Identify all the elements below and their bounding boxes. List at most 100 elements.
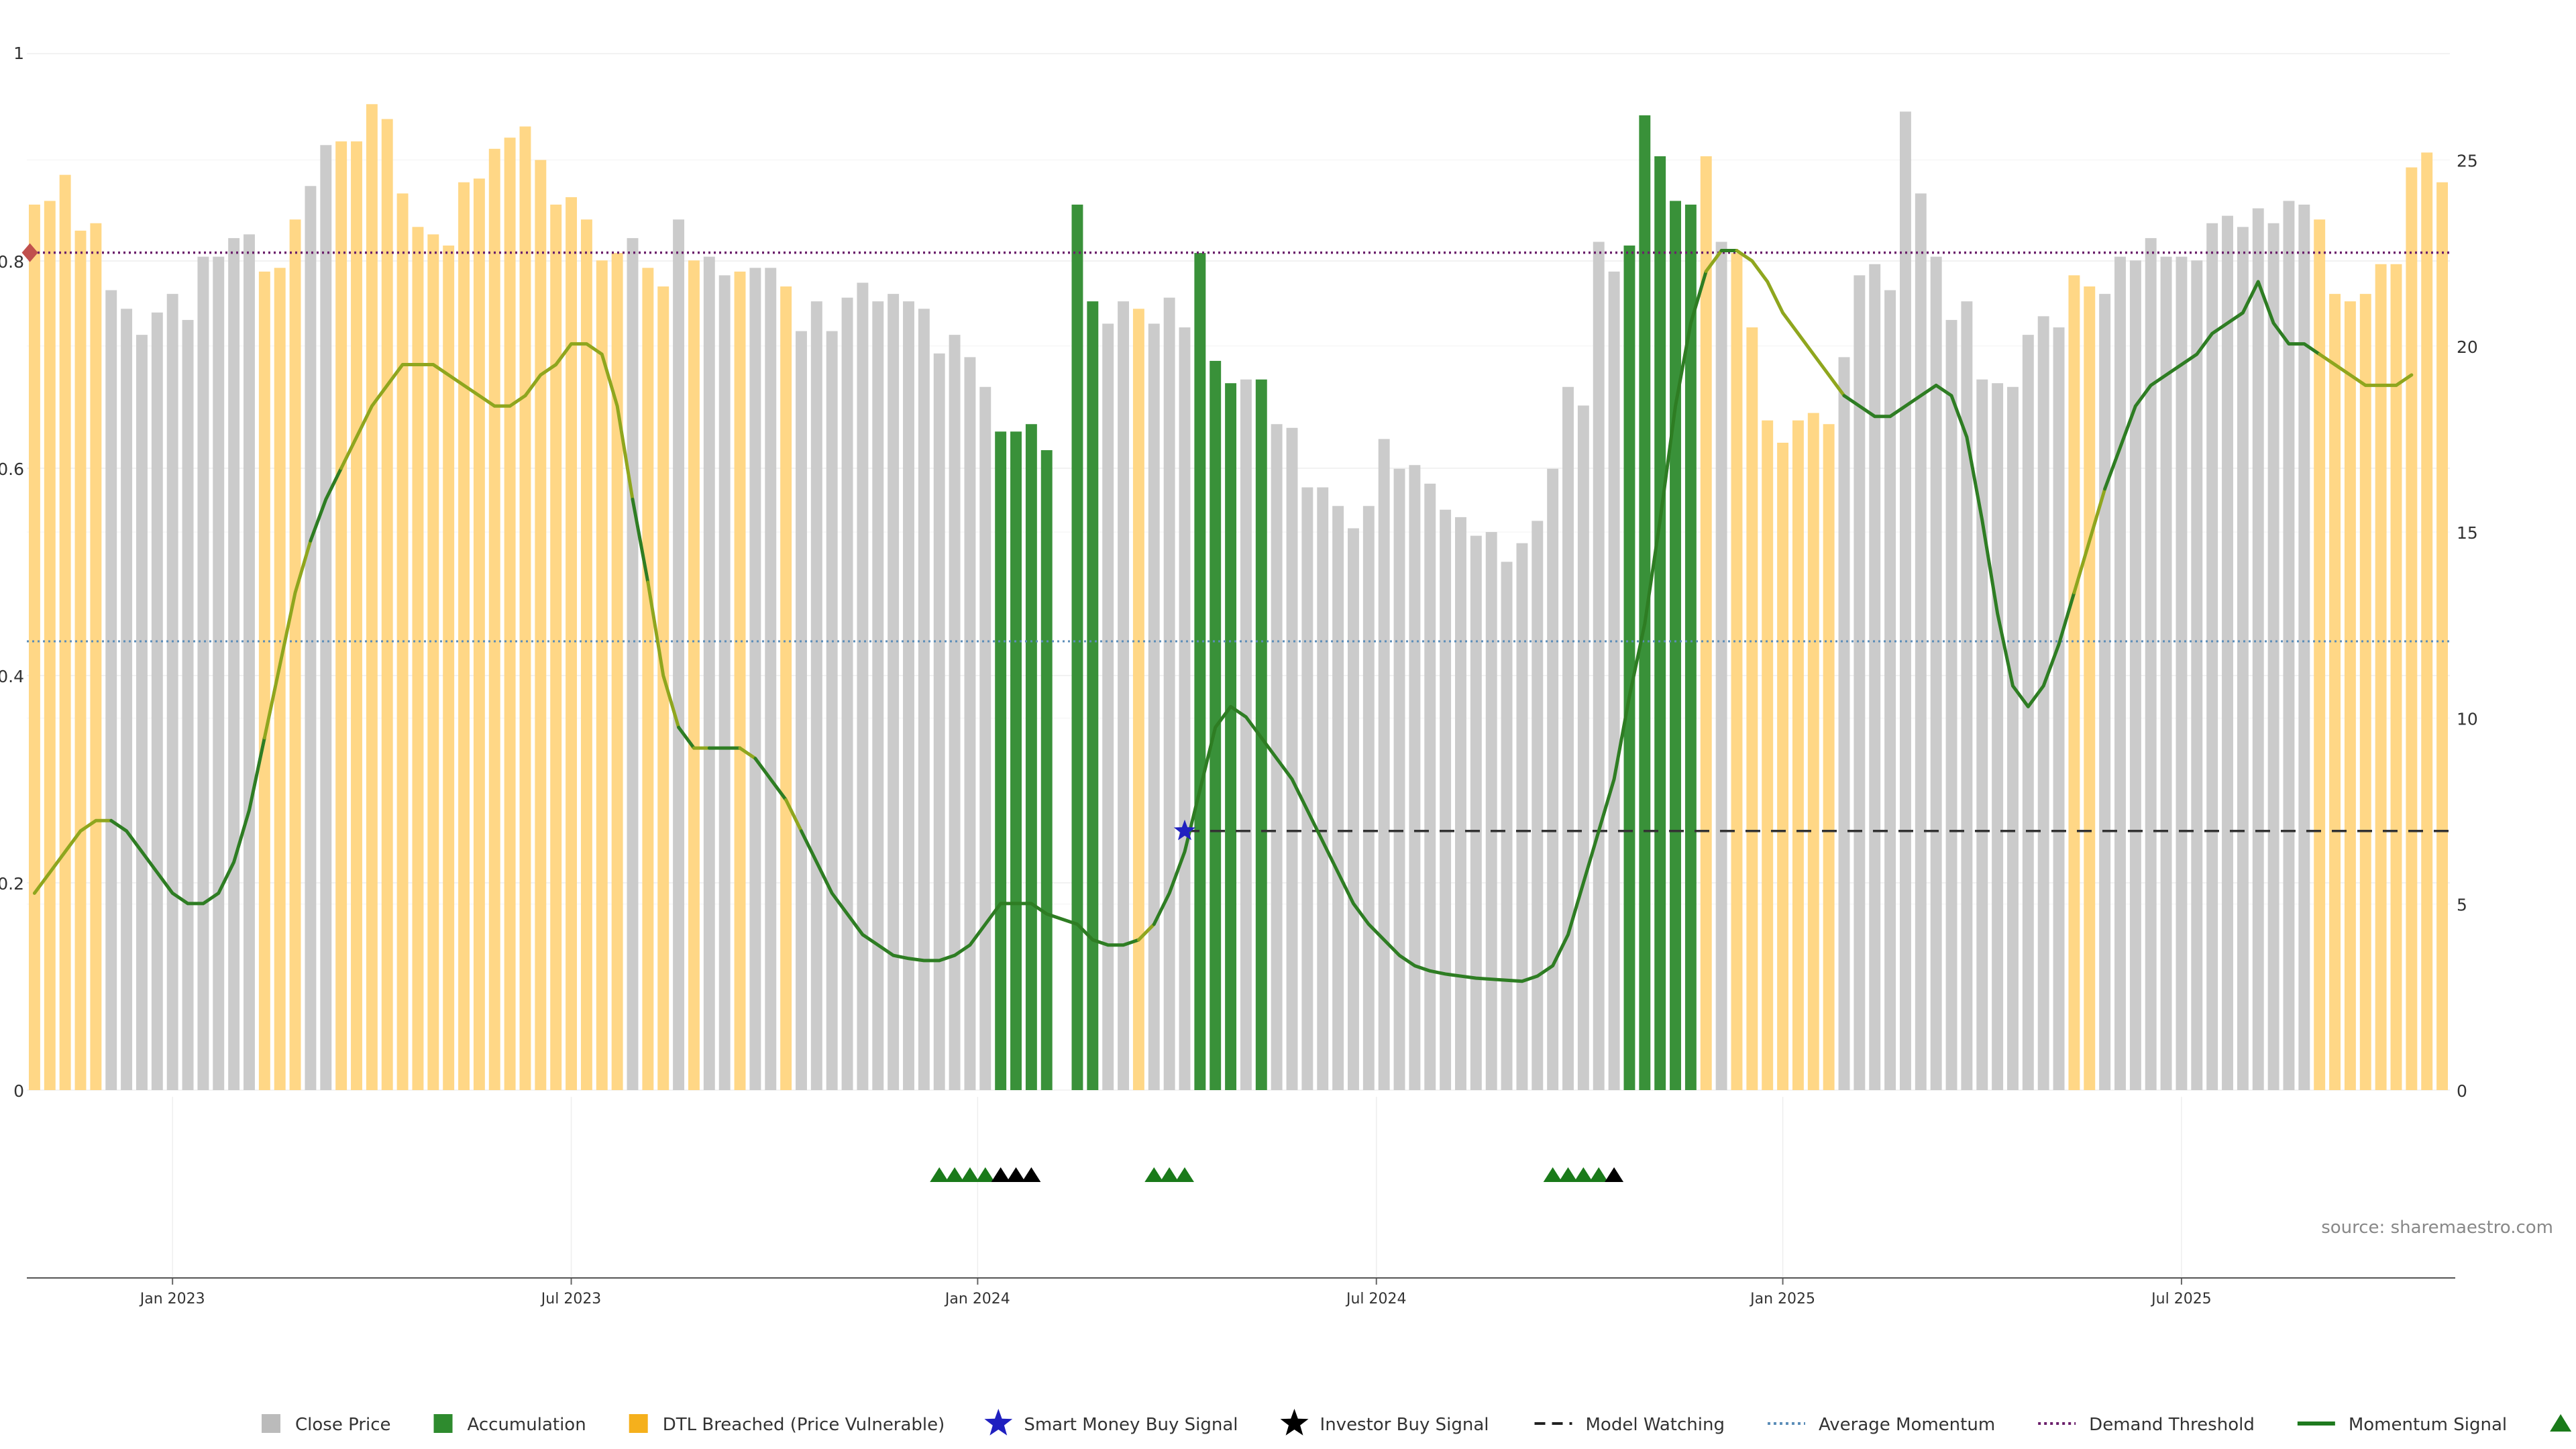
dtl-breached-bar [1731,253,1743,1090]
legend-label: Investor Buy Signal [1320,1415,1489,1435]
dtl-breached-bar [2359,294,2371,1091]
legend-label: DTL Breached (Price Vulnerable) [663,1415,945,1435]
dtl-breached-bar [335,141,347,1090]
close-price-bar [1838,357,1850,1090]
momentum-signal-line [677,725,696,750]
close-price-bar [964,357,976,1090]
close-price-bar [1945,319,1957,1090]
close-price-bar [1424,483,1436,1090]
dtl-breached-bar [688,260,700,1090]
momentum-signal-line [1842,383,2076,708]
legend-dtl-breached: DTL Breached (Price Vulnerable) [629,1414,945,1435]
close-price-bar [857,282,869,1090]
momentum-signal-line [1136,922,1156,942]
dtl-breached-bar [488,148,500,1090]
close-price-bar [888,294,900,1091]
legend-label: Demand Threshold [2089,1415,2255,1435]
momentum-signal-line [2318,352,2414,387]
investor-buy-triangle-marker [1022,1167,1041,1182]
close-price-bar [749,268,761,1090]
legend-label: Momentum Signal [2349,1415,2507,1435]
close-price-bar [2037,316,2049,1091]
dtl-breached-bar [2436,182,2449,1090]
legend-swatch [2550,1414,2572,1432]
legend-investor-buy: Investor Buy Signal [1280,1409,1489,1436]
accumulation-bar [995,431,1007,1090]
accumulation-triangle-marker [1144,1167,1164,1182]
accumulation-triangle-marker [960,1167,979,1182]
dtl-breached-bar [2421,152,2433,1090]
dtl-breached-bar [596,260,608,1090]
dtl-breached-bar [1132,309,1144,1090]
dtl-breached-bar [2344,301,2356,1090]
accumulation-bar [1225,383,1237,1090]
close-price-bar [1608,271,1620,1091]
close-price-bar [2298,205,2310,1091]
date-tick-label: Jul 2024 [1345,1291,1407,1307]
close-price-bar [718,275,731,1090]
close-price-bar [1976,379,1988,1090]
close-price-bar [2114,256,2126,1091]
left-tick-label: 0.8 [0,252,24,272]
right-tick-label: 0 [2457,1081,2467,1101]
dtl-breached-bar [1700,156,1712,1091]
dtl-breached-bar [2314,219,2326,1090]
date-tick-label: Jan 2025 [1749,1291,1815,1307]
momentum-signal-line [2072,487,2107,594]
accumulation-triangle-marker [975,1167,995,1182]
source-label: source: sharemaestro.com [2321,1218,2553,1238]
legend-label: Smart Money Buy Signal [1024,1415,1238,1435]
left-tick-label: 0.4 [0,667,24,686]
accumulation-triangle-marker [1558,1167,1578,1182]
close-price-bar [2160,256,2172,1091]
accumulation-bar [1255,379,1267,1090]
close-price-bar [1470,535,1482,1090]
accumulation-bar [1025,424,1037,1090]
close-price-bar [1301,487,1313,1090]
right-tick-label: 25 [2457,151,2478,170]
accumulation-bar [1040,450,1053,1090]
dtl-breached-bar [258,271,270,1091]
close-price-bar [918,309,930,1090]
legend-label: Close Price [295,1415,391,1435]
close-price-bar [933,353,945,1090]
close-price-bar [872,301,884,1090]
dtl-breached-bar [44,201,56,1091]
close-price-bar [949,335,961,1090]
investor-buy-triangle-marker [1605,1167,1624,1182]
close-price-bar [2206,223,2218,1091]
close-price-bar [1332,506,1344,1090]
close-price-bar [1915,193,1927,1090]
dtl-breached-bar [2329,294,2341,1091]
left-tick-label: 0.2 [0,874,24,894]
close-price-bar [1593,241,1605,1090]
dtl-breached-bar [412,227,424,1091]
close-price-bar [2191,260,2203,1090]
close-price-bar [1501,561,1513,1090]
close-price-bar [673,219,685,1090]
dtl-breached-bar [74,230,87,1090]
momentum-signal-line [1735,249,1846,398]
legend-swatch [433,1414,453,1433]
date-tick-label: Jul 2023 [540,1291,602,1307]
legend-label: Average Momentum [1819,1415,1995,1435]
right-tick-label: 15 [2457,523,2478,543]
momentum-signal-line [738,746,757,761]
legend: Close Price Accumulation DTL Breached (Pri… [262,1409,2572,1436]
close-price-bar [1562,386,1574,1091]
momentum-signal-line [339,342,635,501]
close-price-bar [1179,327,1191,1091]
legend-momentum-signal: Momentum Signal [2297,1415,2507,1435]
close-price-bar [2053,327,2065,1091]
legend-accumulation-triangle: Accumulation [2550,1414,2572,1432]
accumulation-triangle-marker [930,1167,949,1182]
close-price-bar [1577,405,1589,1090]
close-price-bar [826,331,838,1090]
close-price-bar [1516,543,1528,1090]
start-diamond-marker [21,243,38,262]
close-price-bar [1961,301,1973,1090]
momentum-signal-series [32,249,2414,983]
close-price-bar [2007,386,2019,1091]
smart-money-buy-signal-marker [1173,819,1196,841]
close-price-bar [1455,517,1466,1090]
